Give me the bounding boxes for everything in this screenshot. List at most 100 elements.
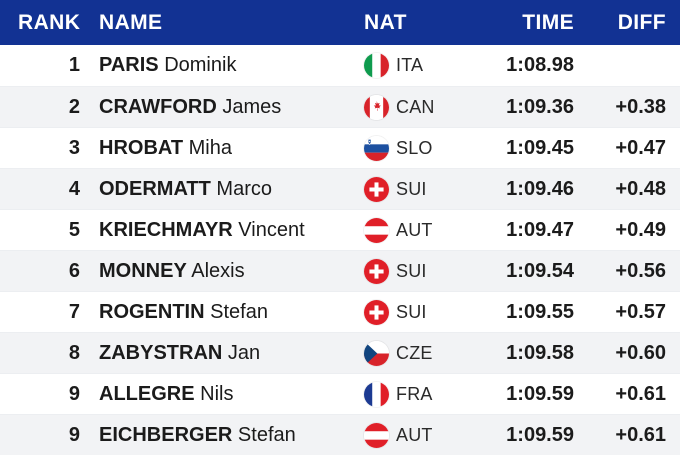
table-row[interactable]: 8 ZABYSTRAN Jan CZE 1:09.58 +0.60: [0, 332, 680, 373]
cell-diff: +0.60: [615, 341, 666, 364]
table-header-row: RANK NAME NAT TIME DIFF: [0, 0, 680, 45]
cell-nat: SUI: [364, 299, 454, 325]
flag-switzerland-icon: [364, 299, 389, 325]
column-header-time[interactable]: TIME: [522, 10, 574, 34]
cell-rank: 1: [68, 54, 80, 76]
cell-diff: +0.49: [615, 218, 666, 241]
cell-name: ROGENTIN Stefan: [99, 301, 364, 324]
cell-nat: CZE: [364, 340, 454, 366]
athlete-first-name: Alexis: [191, 259, 245, 282]
cell-diff: +0.61: [615, 423, 666, 446]
cell-rank: 6: [68, 259, 80, 282]
table-row[interactable]: 2 CRAWFORD James CAN 1:09.36 +0.38: [0, 86, 680, 127]
cell-rank: 3: [68, 136, 80, 159]
cell-nat: ITA: [364, 53, 454, 78]
cell-rank: 5: [68, 218, 80, 241]
cell-diff: +0.38: [615, 95, 666, 118]
athlete-first-name: Nils: [200, 382, 234, 405]
table-row[interactable]: 5 KRIECHMAYR Vincent AUT 1:09.47 +0.49: [0, 209, 680, 250]
column-header-nat[interactable]: NAT: [364, 10, 407, 34]
cell-time: 1:09.55: [506, 300, 574, 323]
table-row[interactable]: 3 HROBAT Miha SLO 1:09.45 +0.47: [0, 127, 680, 168]
cell-time: 1:09.59: [506, 423, 574, 446]
athlete-first-name: Stefan: [210, 300, 268, 323]
athlete-first-name: Miha: [188, 136, 232, 159]
flag-canada-icon: [364, 94, 389, 120]
athlete-last-name: ROGENTIN: [99, 300, 205, 323]
cell-name: ZABYSTRAN Jan: [99, 342, 364, 365]
flag-austria-icon: [364, 217, 389, 243]
cell-name: CRAWFORD James: [99, 96, 364, 119]
nation-code: FRA: [396, 383, 433, 404]
cell-time: 1:09.59: [506, 382, 574, 405]
table-row[interactable]: 7 ROGENTIN Stefan SUI 1:09.55 +0.57: [0, 291, 680, 332]
nation-code: CAN: [396, 96, 435, 117]
cell-name: KRIECHMAYR Vincent: [99, 219, 364, 242]
flag-czechia-icon: [364, 340, 389, 366]
cell-nat: CAN: [364, 94, 454, 120]
flag-switzerland-icon: [364, 176, 389, 202]
cell-rank: 9: [68, 382, 80, 405]
cell-diff: +0.47: [615, 136, 666, 159]
cell-diff: +0.57: [615, 300, 666, 323]
table-row[interactable]: 9 EICHBERGER Stefan AUT 1:09.59 +0.61: [0, 414, 680, 455]
table-row[interactable]: 9 ALLEGRE Nils FRA 1:09.59 +0.61: [0, 373, 680, 414]
athlete-last-name: ALLEGRE: [99, 382, 195, 405]
cell-name: ODERMATT Marco: [99, 178, 364, 201]
column-header-rank[interactable]: RANK: [18, 10, 81, 34]
athlete-first-name: Dominik: [164, 54, 237, 76]
cell-rank: 8: [68, 341, 80, 364]
nation-code: SUI: [396, 178, 427, 199]
cell-nat: AUT: [364, 217, 454, 243]
athlete-last-name: ZABYSTRAN: [99, 341, 223, 364]
cell-rank: 4: [68, 177, 80, 200]
athlete-first-name: Marco: [216, 177, 272, 200]
cell-name: EICHBERGER Stefan: [99, 424, 364, 447]
cell-name: MONNEY Alexis: [99, 260, 364, 283]
table-row[interactable]: 4 ODERMATT Marco SUI 1:09.46 +0.48: [0, 168, 680, 209]
nation-code: SLO: [396, 137, 433, 158]
cell-time: 1:09.45: [506, 136, 574, 159]
cell-time: 1:09.58: [506, 341, 574, 364]
cell-time: 1:09.36: [506, 95, 574, 118]
flag-italy-icon: [364, 53, 389, 78]
cell-name: ALLEGRE Nils: [99, 383, 364, 406]
results-row-list: 1 PARIS Dominik ITA 1:08.98 2 CRAWFORD James C…: [0, 45, 680, 455]
nation-code: AUT: [396, 219, 433, 240]
cell-time: 1:09.47: [506, 218, 574, 241]
nation-code: SUI: [396, 301, 427, 322]
athlete-last-name: HROBAT: [99, 136, 184, 159]
cell-rank: 9: [68, 423, 80, 446]
cell-diff: +0.56: [615, 259, 666, 282]
athlete-last-name: PARIS: [99, 54, 159, 76]
cell-nat: SUI: [364, 258, 454, 284]
nation-code: SUI: [396, 260, 427, 281]
athlete-last-name: CRAWFORD: [99, 95, 217, 118]
table-row[interactable]: 1 PARIS Dominik ITA 1:08.98: [0, 45, 680, 86]
cell-nat: AUT: [364, 422, 454, 448]
column-header-name[interactable]: NAME: [99, 10, 163, 34]
cell-nat: SLO: [364, 135, 454, 161]
cell-rank: 7: [68, 300, 80, 323]
cell-name: PARIS Dominik: [99, 54, 364, 77]
flag-switzerland-icon: [364, 258, 389, 284]
athlete-first-name: James: [222, 95, 282, 118]
cell-nat: FRA: [364, 381, 454, 407]
table-row[interactable]: 6 MONNEY Alexis SUI 1:09.54 +0.56: [0, 250, 680, 291]
cell-time: 1:09.54: [506, 259, 574, 282]
cell-diff: +0.48: [615, 177, 666, 200]
athlete-last-name: MONNEY: [99, 259, 187, 282]
cell-nat: SUI: [364, 176, 454, 202]
athlete-first-name: Vincent: [238, 218, 305, 241]
flag-slovenia-icon: [364, 135, 389, 161]
athlete-last-name: EICHBERGER: [99, 423, 233, 446]
cell-diff: +0.61: [615, 382, 666, 405]
column-header-diff[interactable]: DIFF: [617, 10, 666, 34]
athlete-first-name: Jan: [227, 341, 261, 364]
athlete-last-name: KRIECHMAYR: [99, 218, 233, 241]
cell-time: 1:09.46: [506, 177, 574, 200]
athlete-first-name: Stefan: [237, 423, 296, 446]
nation-code: CZE: [396, 342, 433, 363]
cell-rank: 2: [68, 95, 80, 118]
